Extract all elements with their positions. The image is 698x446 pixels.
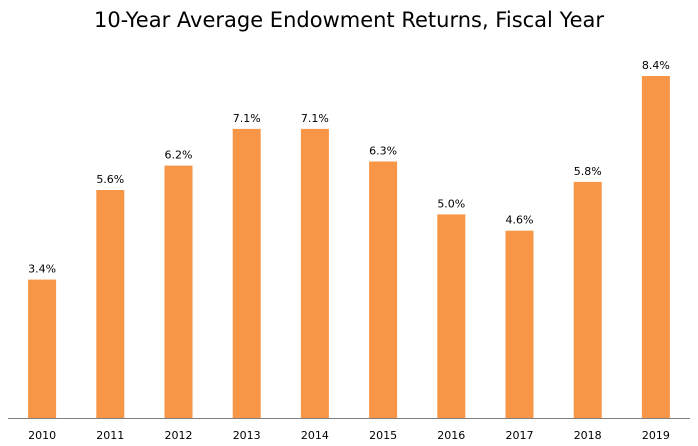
chart-title: 10-Year Average Endowment Returns, Fisca… bbox=[93, 8, 605, 32]
bar-2011 bbox=[96, 190, 125, 418]
data-label-2016: 5.0% bbox=[437, 197, 465, 210]
bar-2016 bbox=[437, 214, 466, 418]
bar-2019 bbox=[641, 76, 670, 418]
x-tick-label-2017: 2017 bbox=[506, 429, 534, 442]
bar-2018 bbox=[573, 181, 602, 418]
bar-2012 bbox=[164, 165, 193, 418]
data-label-2013: 7.1% bbox=[233, 112, 261, 125]
x-tick-label-2010: 2010 bbox=[28, 429, 56, 442]
x-tick-label-2011: 2011 bbox=[96, 429, 124, 442]
data-label-2011: 5.6% bbox=[96, 173, 124, 186]
x-tick-label-2012: 2012 bbox=[165, 429, 193, 442]
data-label-2015: 6.3% bbox=[369, 145, 397, 158]
data-label-2017: 4.6% bbox=[506, 214, 534, 227]
x-tick-label-2018: 2018 bbox=[574, 429, 602, 442]
bars-layer bbox=[28, 76, 670, 418]
x-tick-label-2016: 2016 bbox=[437, 429, 465, 442]
bar-2017 bbox=[505, 230, 534, 418]
data-label-2010: 3.4% bbox=[28, 263, 56, 276]
data-label-2014: 7.1% bbox=[301, 112, 329, 125]
x-tick-label-2013: 2013 bbox=[233, 429, 261, 442]
data-label-2019: 8.4% bbox=[642, 59, 670, 72]
bar-2015 bbox=[369, 161, 398, 418]
x-tick-label-2019: 2019 bbox=[642, 429, 670, 442]
data-labels-layer: 3.4% 5.6% 6.2% 7.1% 7.1% 6.3% 5.0% 4.6% 5.8% 8.4% bbox=[28, 59, 670, 276]
x-tick-label-2014: 2014 bbox=[301, 429, 329, 442]
data-label-2012: 6.2% bbox=[165, 149, 193, 162]
bar-2014 bbox=[300, 128, 329, 418]
bar-2010 bbox=[28, 279, 57, 418]
x-tick-label-2015: 2015 bbox=[369, 429, 397, 442]
data-label-2018: 5.8% bbox=[574, 165, 602, 178]
x-tick-labels-layer: 2010 2011 2012 2013 2014 2015 2016 2017 2018 2019 bbox=[28, 429, 670, 442]
bar-2013 bbox=[232, 128, 261, 418]
